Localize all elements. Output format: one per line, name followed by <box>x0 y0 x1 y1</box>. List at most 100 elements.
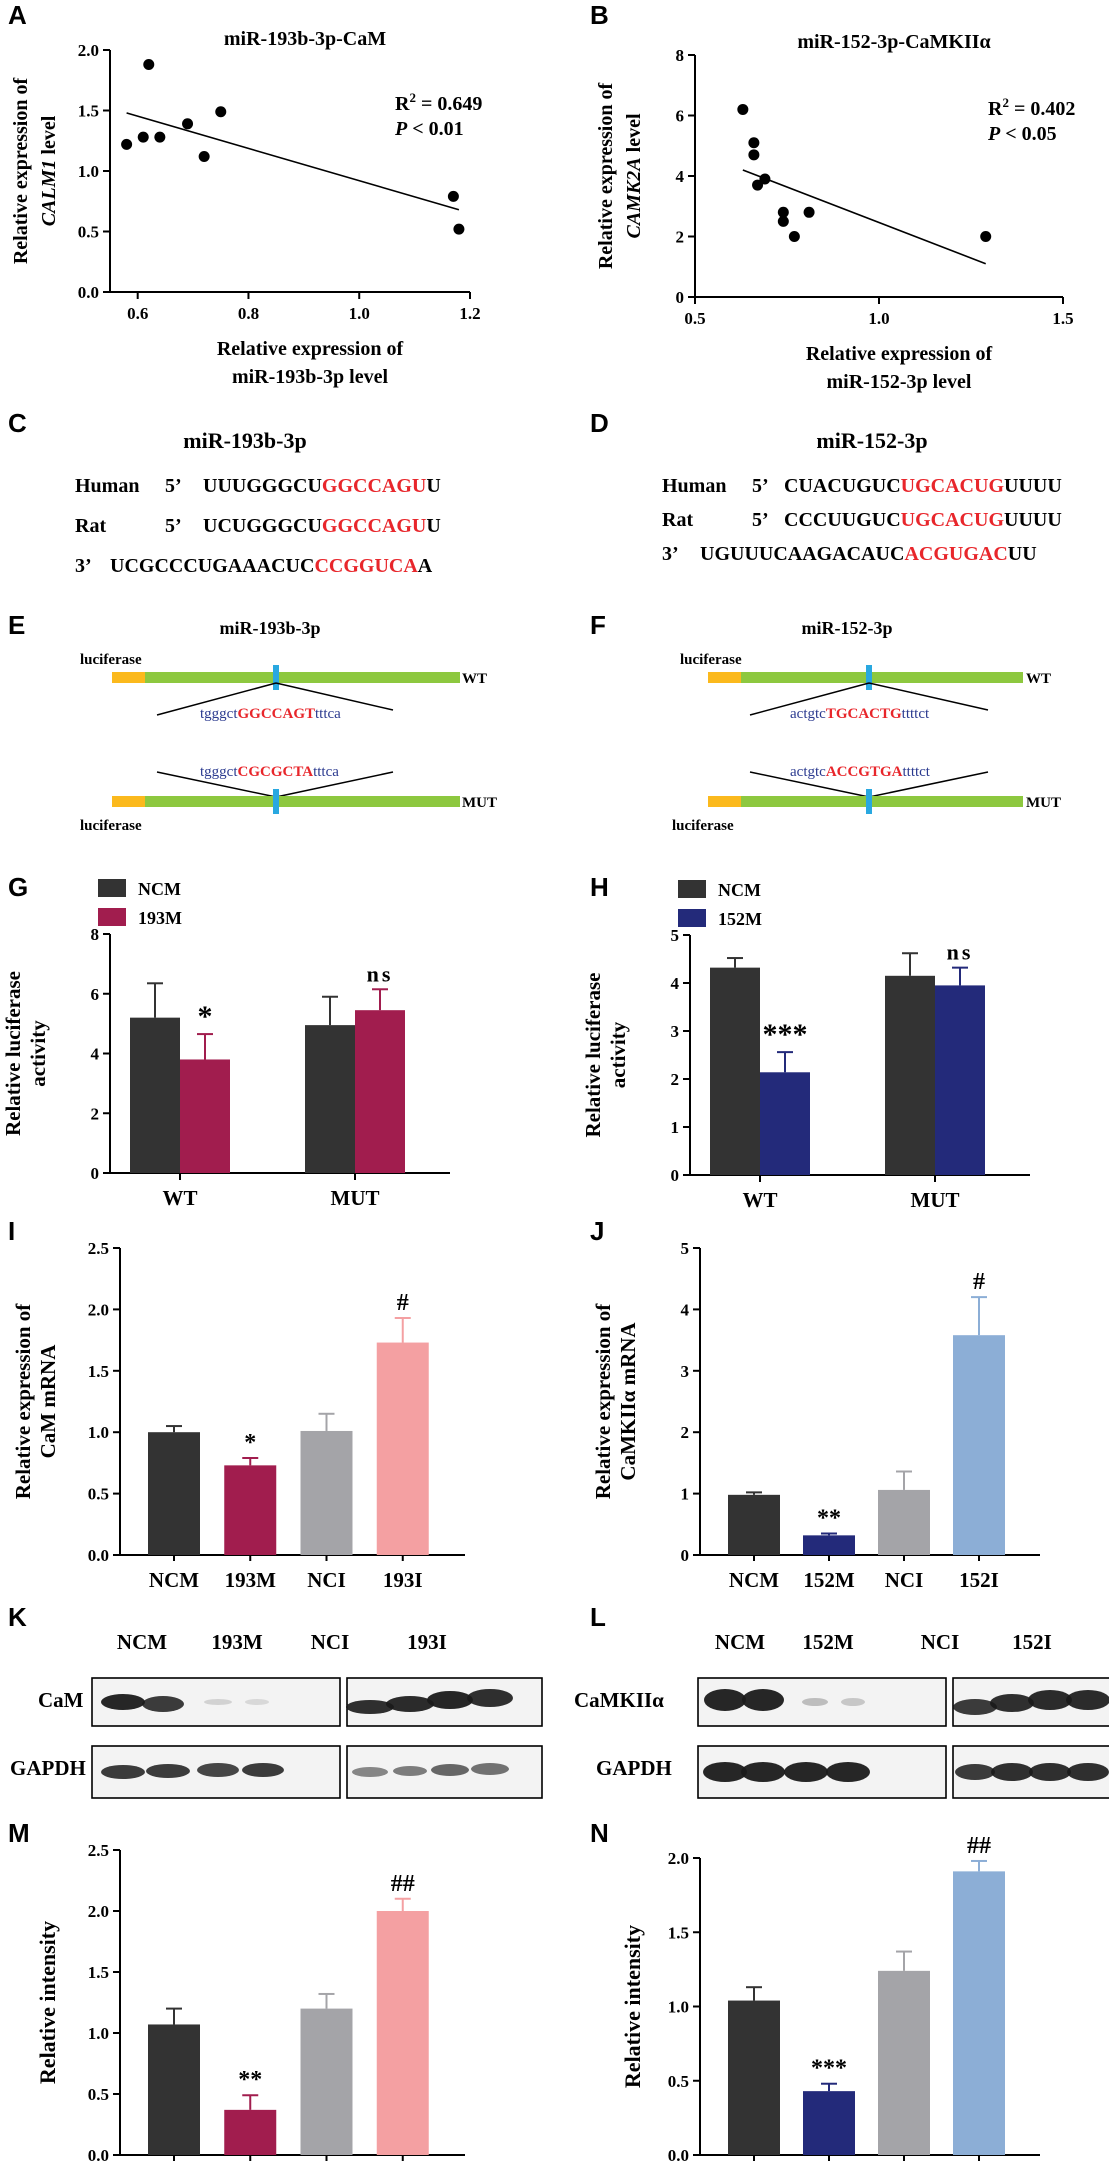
protein-band <box>471 1763 509 1775</box>
panel-label-f: F <box>590 610 606 640</box>
protein-band <box>703 1762 747 1782</box>
luciferase-label: luciferase <box>680 652 742 668</box>
seq-flank: tttca <box>315 706 341 722</box>
data-point <box>198 150 210 162</box>
binding-site-marker <box>273 665 279 690</box>
seq-seed: UGCACUG <box>901 475 1005 497</box>
seq-seed: CCGGUCA <box>314 555 418 577</box>
seq-seed: CGCGCTA <box>238 764 314 780</box>
y-tick-label: 4 <box>671 974 680 993</box>
y-tick-label: 1 <box>671 1118 680 1137</box>
y-tick-label: 2.0 <box>78 41 99 60</box>
seq-seed: GGCCAGU <box>322 475 426 497</box>
blot-lane-label: 152I <box>1012 1630 1052 1654</box>
seq-row-end: 3’ <box>75 555 92 577</box>
luciferase-label: luciferase <box>80 818 142 834</box>
western-blot-k: NCM 193M NCI 193I CaM GAPDH <box>10 1630 543 1799</box>
x-tick-label: 152I <box>959 1568 999 1592</box>
x-tick-label: NCI <box>885 2168 924 2173</box>
data-point <box>980 231 992 242</box>
protein-band <box>784 1762 828 1782</box>
y-tick-label: 3 <box>681 1362 690 1381</box>
x-axis-label: Relative expression of <box>806 343 993 365</box>
bar-193m <box>355 1010 405 1173</box>
y-axis-label: Relative intensity <box>620 1925 645 2088</box>
y-tick-label: 2 <box>91 1104 100 1123</box>
data-point <box>182 118 194 130</box>
y-tick-label: 0.5 <box>668 2072 689 2091</box>
data-point <box>752 179 764 191</box>
seq-plain: UCGCCCUGAAACUC <box>110 555 314 577</box>
seq-seed: GGCCAGT <box>238 706 316 722</box>
x-axis-label: Relative expression of <box>217 338 404 360</box>
bar-193m <box>224 2109 277 2155</box>
y-tick-label: 2.5 <box>88 1239 109 1258</box>
x-tick-label: MUT <box>911 1188 960 1212</box>
y-tick-label: 4 <box>676 167 685 186</box>
legend-swatch-ncm <box>98 879 126 897</box>
panel-label-e: E <box>8 610 25 640</box>
protein-band <box>146 1764 190 1778</box>
seq-plain: UUUU <box>1004 509 1062 531</box>
bar-nci <box>878 1970 930 2155</box>
y-tick-label: 0.0 <box>88 2146 109 2165</box>
protein-band <box>204 1699 232 1705</box>
y-tick-label: 4 <box>91 1045 100 1064</box>
blot-lane-label: NCI <box>921 1630 960 1654</box>
luciferase-label: luciferase <box>672 818 734 834</box>
bar-chart-j: 0 1 2 3 4 5 NCM 152M ** NCI 152I # Relative expressi… <box>591 1239 1040 1592</box>
bar-152m <box>803 2091 855 2155</box>
x-tick-label: 0.5 <box>684 309 705 328</box>
protein-band <box>991 1763 1033 1781</box>
protein-band <box>393 1766 427 1776</box>
seq-row-sequence: UCUGGGCUGGCCAGUU <box>203 515 441 537</box>
luciferase-label: luciferase <box>80 652 142 668</box>
protein-band <box>197 1763 239 1777</box>
seq-row-end: 5’ <box>752 475 769 497</box>
y-tick-label: 1.0 <box>668 1998 689 2017</box>
seq-row-end: 5’ <box>165 515 182 537</box>
panel-label-j: J <box>590 1216 604 1246</box>
significance-marker: ns <box>947 940 974 965</box>
protein-band <box>352 1767 388 1777</box>
sequence-title-c: miR-193b-3p <box>183 428 306 453</box>
significance-marker: *** <box>763 1018 808 1051</box>
bar-152m <box>803 1535 855 1555</box>
significance-marker: * <box>198 1000 213 1033</box>
blot-row-label: CaMKIIα <box>574 1688 664 1712</box>
x-tick-label: 152M <box>803 1568 855 1592</box>
bar-152i <box>953 1335 1005 1555</box>
protein-band <box>841 1698 865 1706</box>
x-tick-label: 152M <box>803 2168 855 2173</box>
y-tick-label: 5 <box>671 926 680 945</box>
seq-plain: UUUU <box>1004 475 1062 497</box>
x-axis-label: miR-193b-3p level <box>232 366 389 388</box>
y-tick-label: 0 <box>91 1164 100 1183</box>
x-axis-label: miR-152-3p level <box>827 371 972 393</box>
data-point <box>453 223 465 235</box>
x-tick-label: 0.8 <box>238 304 259 323</box>
wt-label: WT <box>1026 671 1051 687</box>
y-axis-label: Relative expression of <box>591 1303 615 1500</box>
blot-lane-label: 193M <box>211 1630 263 1654</box>
utr-segment <box>145 796 460 807</box>
seq-seed: ACGUGAC <box>904 543 1007 565</box>
y-tick-label: 0 <box>676 288 685 307</box>
bar-ncm <box>148 2024 200 2155</box>
bar-152m <box>935 985 985 1175</box>
wt-site-sequence: tgggctGGCCAGTtttca <box>200 706 341 722</box>
mut-site-sequence: tgggctCGCGCTAtttca <box>200 764 339 780</box>
blot-row-label: GAPDH <box>596 1756 672 1780</box>
significance-marker: *** <box>811 2056 847 2082</box>
data-point <box>137 131 149 143</box>
binding-site-marker <box>866 665 872 690</box>
wt-site-sequence: actgtcTGCACTGttttct <box>790 706 930 722</box>
bar-chart-m: 0.0 0.5 1.0 1.5 2.0 2.5 NCM 193M ** NCI 193I ## Rela… <box>35 1841 465 2173</box>
panel-label-b: B <box>590 0 609 30</box>
panel-label-d: D <box>590 408 609 438</box>
panel-label-m: M <box>8 1818 30 1848</box>
data-point <box>759 173 771 185</box>
y-tick-label: 8 <box>91 925 100 944</box>
p-value: < 0.01 <box>407 118 463 140</box>
significance-marker: ** <box>817 1506 841 1532</box>
